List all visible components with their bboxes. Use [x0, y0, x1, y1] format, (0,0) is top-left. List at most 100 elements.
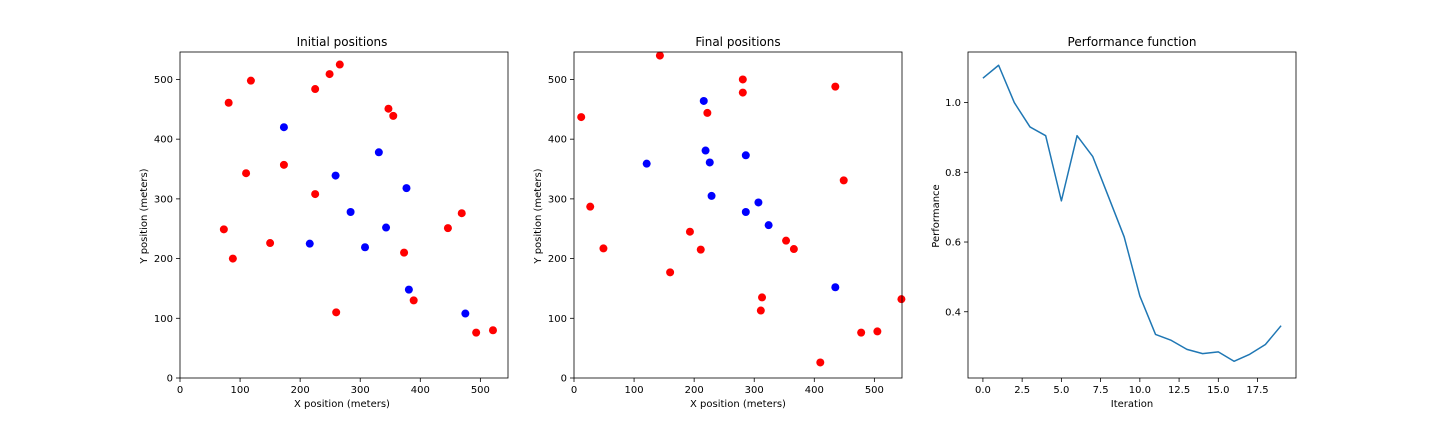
- red-point: [685, 227, 694, 236]
- red-point: [409, 296, 418, 305]
- red-point: [897, 295, 906, 304]
- red-point: [577, 113, 586, 122]
- y-tick-label: 200: [154, 254, 173, 265]
- x-tick-label: 200: [291, 385, 310, 396]
- red-point: [873, 327, 882, 336]
- x-tick-label: 17.5: [1246, 385, 1268, 396]
- x-tick-label: 300: [745, 385, 764, 396]
- red-point: [758, 293, 767, 302]
- red-point: [219, 225, 228, 234]
- red-point: [228, 254, 237, 263]
- y-tick-label: 500: [154, 75, 173, 86]
- red-point: [782, 236, 791, 245]
- x-tick-label: 400: [411, 385, 430, 396]
- x-axis-label: X position (meters): [690, 399, 786, 410]
- red-point: [586, 202, 595, 211]
- y-axis-label: Y position (meters): [139, 168, 150, 264]
- x-tick-label: 15.0: [1207, 385, 1229, 396]
- y-tick-label: 500: [548, 75, 567, 86]
- red-point: [325, 70, 334, 79]
- panel-initial-positions: Initial positions X position (meters) Y …: [139, 35, 509, 410]
- y-tick-label: 400: [548, 135, 567, 146]
- blue-point: [346, 208, 355, 217]
- y-tick-label: 0.6: [945, 238, 961, 249]
- y-axis-label: Y position (meters): [533, 168, 544, 264]
- x-tick-label: 12.5: [1168, 385, 1190, 396]
- red-point: [332, 308, 341, 317]
- blue-point: [382, 223, 391, 232]
- x-axis-label: Iteration: [1111, 399, 1153, 410]
- y-tick-label: 400: [154, 135, 173, 146]
- x-tick-label: 300: [351, 385, 370, 396]
- red-point: [703, 108, 712, 117]
- red-point: [599, 244, 608, 253]
- red-point: [831, 82, 840, 91]
- blue-point: [374, 148, 383, 157]
- blue-point: [279, 123, 288, 132]
- x-tick-label: 10.0: [1129, 385, 1151, 396]
- y-tick-label: 0: [561, 374, 567, 385]
- red-point: [666, 268, 675, 277]
- chart-title: Final positions: [695, 35, 780, 49]
- red-point: [738, 75, 747, 84]
- blue-point: [741, 208, 750, 217]
- blue-point: [754, 198, 763, 207]
- red-point: [224, 98, 233, 107]
- x-tick-label: 500: [865, 385, 884, 396]
- red-point: [472, 328, 481, 337]
- red-point: [839, 176, 848, 185]
- x-axis-label: X position (meters): [294, 399, 390, 410]
- red-point: [696, 245, 705, 254]
- red-point: [335, 60, 344, 69]
- axes-frame: [967, 51, 1297, 379]
- y-tick-label: 100: [548, 314, 567, 325]
- x-tick-label: 5.0: [1053, 385, 1069, 396]
- blue-point: [331, 171, 340, 180]
- blue-point: [404, 285, 413, 294]
- x-tick-label: 100: [625, 385, 644, 396]
- blue-point: [642, 159, 651, 168]
- red-point: [311, 190, 320, 199]
- y-tick-label: 300: [154, 194, 173, 205]
- y-axis-label: Performance: [931, 184, 942, 247]
- red-point: [266, 239, 275, 248]
- red-point: [279, 160, 288, 169]
- x-tick-label: 7.5: [1093, 385, 1109, 396]
- red-point: [738, 88, 747, 97]
- red-point: [457, 209, 466, 218]
- red-point: [443, 224, 452, 233]
- red-point: [389, 111, 398, 120]
- performance-line: [982, 64, 1282, 363]
- blue-point: [741, 151, 750, 160]
- x-tick-label: 200: [685, 385, 704, 396]
- panel-performance-function: Performance function Iteration Performan…: [931, 35, 1297, 410]
- red-point: [789, 245, 798, 254]
- red-point: [242, 169, 251, 178]
- x-tick-label: 2.5: [1014, 385, 1030, 396]
- axes-frame: [179, 51, 509, 379]
- y-tick-label: 300: [548, 194, 567, 205]
- y-tick-label: 0.8: [945, 168, 961, 179]
- y-tick-label: 100: [154, 314, 173, 325]
- blue-point: [701, 146, 710, 155]
- blue-point: [361, 243, 370, 252]
- red-point: [655, 51, 664, 60]
- chart-title: Performance function: [1068, 35, 1197, 49]
- red-point: [756, 306, 765, 315]
- red-point: [246, 76, 255, 85]
- chart-title: Initial positions: [297, 35, 388, 49]
- y-tick-label: 1.0: [945, 98, 961, 109]
- red-point: [400, 248, 409, 257]
- y-tick-label: 0.4: [945, 307, 961, 318]
- y-tick-label: 0: [167, 374, 173, 385]
- x-tick-label: 400: [805, 385, 824, 396]
- x-tick-label: 0.0: [975, 385, 991, 396]
- blue-point: [461, 309, 470, 318]
- blue-point: [402, 184, 411, 193]
- y-tick-label: 200: [548, 254, 567, 265]
- x-tick-label: 0: [177, 385, 183, 396]
- blue-point: [305, 239, 314, 248]
- x-tick-label: 500: [471, 385, 490, 396]
- red-point: [384, 104, 393, 113]
